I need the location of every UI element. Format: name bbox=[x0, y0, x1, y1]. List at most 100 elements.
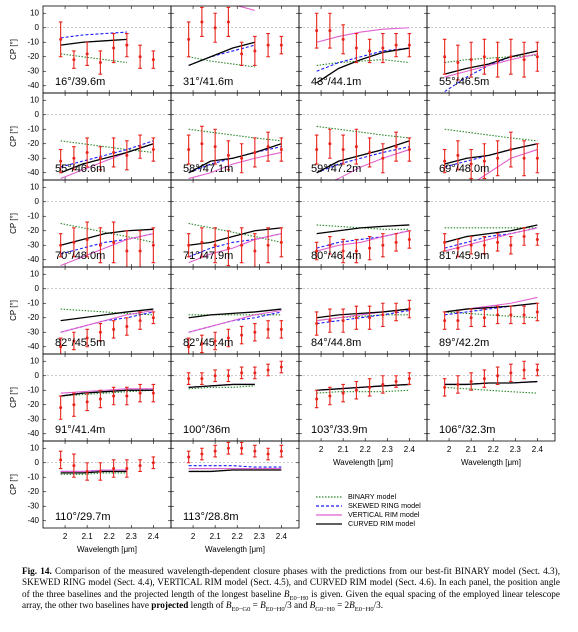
x-tick-label: 2 bbox=[191, 532, 196, 541]
measured-point bbox=[341, 37, 345, 41]
plot-area bbox=[186, 6, 284, 68]
measured-point bbox=[407, 43, 411, 47]
caption-text: E0−H0 bbox=[354, 606, 374, 614]
y-axis-label: CP [°] bbox=[9, 387, 18, 408]
measured-point bbox=[112, 467, 116, 471]
y-tick-label: -10 bbox=[27, 298, 39, 307]
panel-label: 89°/42.2m bbox=[439, 337, 489, 349]
model-line bbox=[316, 47, 410, 84]
measured-point bbox=[354, 46, 358, 50]
measured-point bbox=[200, 342, 204, 346]
measured-point bbox=[482, 55, 486, 59]
measured-point bbox=[85, 237, 89, 241]
x-axis-label: Wavelength [μm] bbox=[333, 458, 393, 467]
plot-area bbox=[186, 222, 284, 267]
model-line bbox=[188, 385, 255, 390]
measured-point bbox=[253, 330, 257, 334]
panel: 71°/47.9m bbox=[170, 179, 300, 268]
model-line bbox=[60, 53, 127, 64]
legend-label: SKEWED RING model bbox=[348, 501, 421, 510]
measured-point bbox=[187, 377, 191, 381]
measured-point bbox=[240, 371, 244, 375]
model-line bbox=[316, 314, 410, 322]
plot-area bbox=[314, 12, 412, 84]
measured-point bbox=[381, 382, 385, 386]
x-tick-label: 2.1 bbox=[82, 532, 94, 541]
model-line bbox=[60, 140, 154, 153]
measured-point bbox=[187, 148, 191, 152]
model-line bbox=[316, 224, 410, 235]
measured-point bbox=[226, 446, 230, 450]
measured-point bbox=[187, 37, 191, 41]
panel: -40 -30 -20 -10 0 10 CP [°] 70°/48.0m bbox=[9, 179, 172, 268]
panel-label: 82°/45.5m bbox=[55, 337, 105, 349]
measured-point bbox=[443, 385, 447, 389]
measured-point bbox=[112, 327, 116, 331]
measured-point bbox=[279, 449, 283, 453]
measured-point bbox=[151, 461, 155, 465]
measured-point bbox=[328, 142, 332, 146]
y-tick-label: -30 bbox=[27, 501, 39, 510]
panel: -40 -30 -20 -10 0 10 CP [°] 82°/45.5m bbox=[9, 266, 172, 355]
y-tick-label: 0 bbox=[35, 284, 40, 293]
model-line bbox=[444, 386, 538, 394]
caption: Fig. 14. Comparison of the measured wave… bbox=[22, 566, 560, 614]
measured-point bbox=[125, 249, 129, 253]
caption-text: B bbox=[349, 600, 355, 611]
panel: 2 2.1 2.2 2.3 2.4 Wavelength [μm] 106°/32.3m bbox=[426, 353, 556, 467]
plot-area bbox=[442, 224, 540, 258]
panel-label: 110°/29.7m bbox=[55, 511, 111, 523]
measured-point bbox=[394, 240, 398, 244]
measured-point bbox=[213, 145, 217, 149]
y-tick-label: -10 bbox=[27, 211, 39, 220]
y-tick-label: 0 bbox=[35, 110, 40, 119]
measured-point bbox=[138, 145, 142, 149]
y-tick-label: 10 bbox=[30, 95, 39, 104]
measured-point bbox=[59, 159, 63, 163]
panel-frame bbox=[426, 353, 556, 442]
legend-label: VERTICAL RIM model bbox=[348, 510, 420, 519]
y-tick-label: -20 bbox=[27, 139, 39, 148]
measured-point bbox=[112, 240, 116, 244]
measured-point bbox=[151, 316, 155, 320]
panel: 31°/41.6m bbox=[170, 5, 300, 94]
y-tick-label: -30 bbox=[27, 327, 39, 336]
panel-label: 91°/41.4m bbox=[55, 424, 105, 436]
measured-point bbox=[368, 150, 372, 154]
panel: 58°/47.1m bbox=[170, 92, 300, 181]
y-tick-label: 10 bbox=[30, 8, 39, 17]
measured-point bbox=[138, 319, 142, 323]
measured-point bbox=[407, 237, 411, 241]
measured-point bbox=[226, 246, 230, 250]
model-line bbox=[444, 143, 538, 165]
measured-point bbox=[151, 243, 155, 247]
model-line bbox=[60, 389, 154, 397]
legend-label: CURVED RIM model bbox=[348, 519, 415, 528]
caption-text: E0−H0 bbox=[265, 606, 285, 614]
x-tick-label: 2 bbox=[447, 445, 452, 454]
measured-point bbox=[279, 43, 283, 47]
measured-point bbox=[381, 313, 385, 317]
model-line bbox=[60, 308, 154, 322]
measured-point bbox=[496, 156, 500, 160]
y-tick-label: -30 bbox=[27, 66, 39, 75]
measured-point bbox=[535, 237, 539, 241]
panel: -40 -30 -20 -10 0 10 CP [°] 91°/41.4m bbox=[9, 353, 172, 442]
model-line bbox=[316, 308, 410, 319]
measured-point bbox=[138, 391, 142, 395]
caption-text: = bbox=[250, 600, 261, 611]
measured-point bbox=[315, 249, 319, 253]
y-tick-label: -40 bbox=[27, 81, 39, 90]
measured-point bbox=[266, 43, 270, 47]
y-tick-label: 10 bbox=[30, 182, 39, 191]
panel: -40 -30 -20 -10 0 10 2 2.1 2.2 2.3 2.4 Wavelength [… bbox=[9, 440, 172, 554]
measured-point bbox=[98, 243, 102, 247]
measured-point bbox=[443, 55, 447, 59]
measured-point bbox=[200, 142, 204, 146]
model-line bbox=[316, 309, 410, 325]
plot-area bbox=[186, 308, 284, 354]
measured-point bbox=[341, 391, 345, 395]
measured-point bbox=[187, 345, 191, 349]
measured-point bbox=[72, 240, 76, 244]
x-tick-label: 2 bbox=[63, 532, 68, 541]
